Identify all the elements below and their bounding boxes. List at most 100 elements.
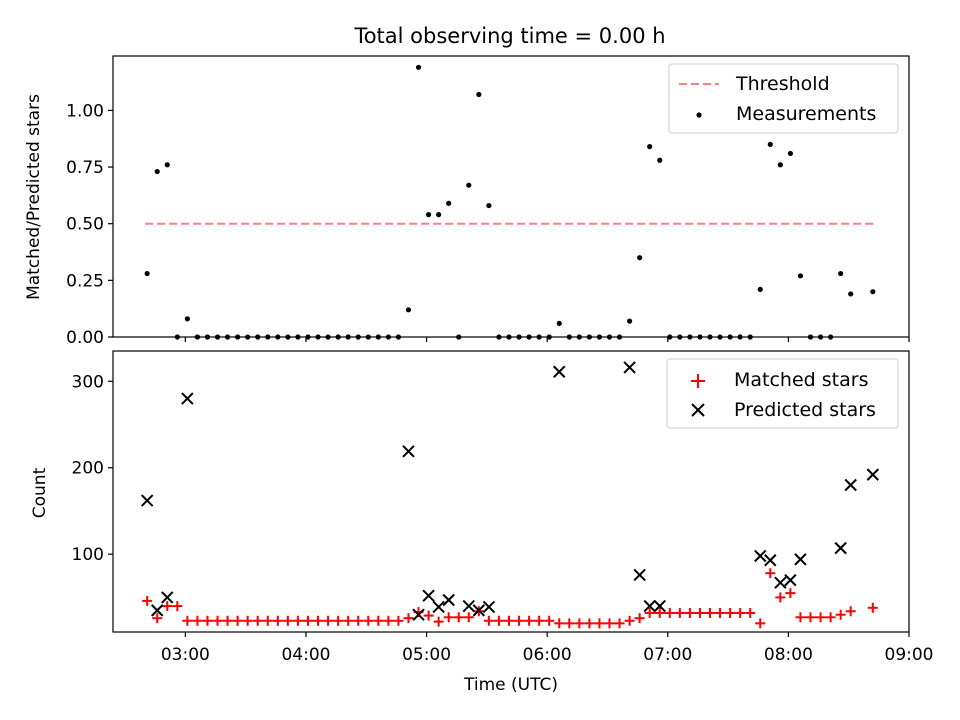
measurement-point (626, 318, 633, 324)
matched-point (152, 613, 163, 624)
matched-point (644, 607, 655, 618)
measurement-point (647, 144, 653, 150)
predicted-point (834, 541, 847, 555)
matched-point (142, 595, 153, 606)
bottom-legend-box (666, 358, 899, 429)
predicted-point (442, 593, 455, 607)
measurement-point (415, 64, 422, 70)
bottom-x-ticks: 03:00 04:00 05:00 06:00 07:00 08:00 09:00 (161, 632, 934, 665)
matched-point (212, 615, 223, 626)
matched-point (867, 602, 878, 613)
y-tick-label: 100 (72, 545, 104, 565)
bottom-y-axis-label: Count (30, 467, 50, 518)
measurement-point (838, 270, 844, 277)
predicted-point (402, 445, 415, 458)
predicted-point (140, 494, 154, 507)
matched-point (302, 615, 313, 626)
measurement-point (144, 270, 150, 277)
measurement-point (436, 212, 442, 218)
measurement-point (425, 212, 432, 218)
matched-point (574, 618, 585, 629)
matched-point (182, 615, 193, 626)
matched-point (292, 615, 303, 626)
predicted-point (432, 600, 445, 614)
matched-point (674, 607, 685, 618)
predicted-point (784, 573, 797, 587)
matched-point (192, 615, 203, 626)
top-plot-frame (112, 55, 910, 338)
matched-point (252, 615, 263, 626)
measurement-point (797, 273, 804, 279)
measurement-point (757, 286, 763, 293)
matched-point (634, 613, 645, 624)
matched-point (463, 612, 474, 623)
matched-point (534, 615, 545, 626)
measurement-point (154, 168, 160, 175)
predicted-point (422, 589, 435, 602)
predicted-point (623, 361, 636, 374)
matched-point (745, 607, 756, 618)
legend-matched-swatch (691, 374, 705, 388)
matched-point (614, 618, 625, 629)
matched-point (725, 607, 736, 618)
matched-point (775, 592, 786, 603)
y-tick-label: 1.00 (66, 101, 104, 121)
legend-matched-label: Matched stars (734, 369, 868, 391)
bottom-x-axis-label: Time (UTC) (463, 675, 558, 695)
predicted-point (412, 608, 425, 621)
matched-point (423, 610, 434, 621)
bottom-legend: Matched stars Predicted stars (666, 358, 899, 429)
measurement-point (486, 202, 492, 209)
top-title: Total observing time = 0.00 h (353, 24, 665, 48)
measurement-point (476, 91, 482, 98)
matched-point (393, 615, 404, 626)
legend-measurements-label: Measurements (736, 103, 876, 125)
y-tick-label: 0.25 (66, 271, 104, 291)
measurement-point (870, 289, 876, 295)
x-tick-label: 07:00 (643, 645, 692, 665)
top-y-axis-label: Matched/Predicted stars (24, 94, 44, 300)
matched-point (715, 607, 726, 618)
matched-point (272, 615, 283, 626)
matched-point (282, 615, 293, 626)
matched-point (503, 615, 514, 626)
predicted-point (866, 468, 880, 481)
matched-point (624, 615, 635, 626)
legend-predicted-swatch (691, 403, 705, 417)
top-y-ticks: 0.00 0.25 0.50 0.75 1.00 (66, 101, 113, 348)
matched-point (363, 615, 374, 626)
predicted-point (151, 604, 164, 617)
measurement-point (777, 162, 783, 168)
measurement-point (657, 157, 663, 163)
measurement-point (466, 182, 472, 188)
matched-point (735, 607, 746, 618)
matched-point (694, 607, 705, 618)
predicted-point (653, 599, 666, 613)
measurement-point (848, 291, 854, 297)
x-tick-label: 09:00 (885, 645, 934, 665)
top-legend: Threshold Measurements (668, 63, 899, 134)
bottom-marks (140, 361, 880, 629)
matched-point (835, 609, 846, 620)
predicted-point (643, 599, 656, 613)
legend-predicted-label: Predicted stars (734, 399, 876, 421)
matched-point (493, 615, 504, 626)
matched-point (604, 618, 615, 629)
predicted-point (181, 392, 194, 405)
matched-point (564, 618, 575, 629)
legend-measurements-swatch (696, 112, 702, 118)
predicted-point (472, 604, 486, 617)
x-tick-label: 03:00 (161, 645, 210, 665)
x-tick-label: 05:00 (402, 645, 451, 665)
x-tick-label: 08:00 (764, 645, 813, 665)
y-tick-label: 300 (72, 372, 104, 392)
matched-point (825, 612, 836, 623)
predicted-point (633, 568, 646, 582)
matched-point (222, 615, 233, 626)
y-tick-label: 0.50 (66, 215, 104, 235)
matched-point (705, 607, 715, 618)
measurement-point (787, 150, 794, 157)
matched-point (353, 615, 364, 626)
matched-point (313, 615, 324, 626)
